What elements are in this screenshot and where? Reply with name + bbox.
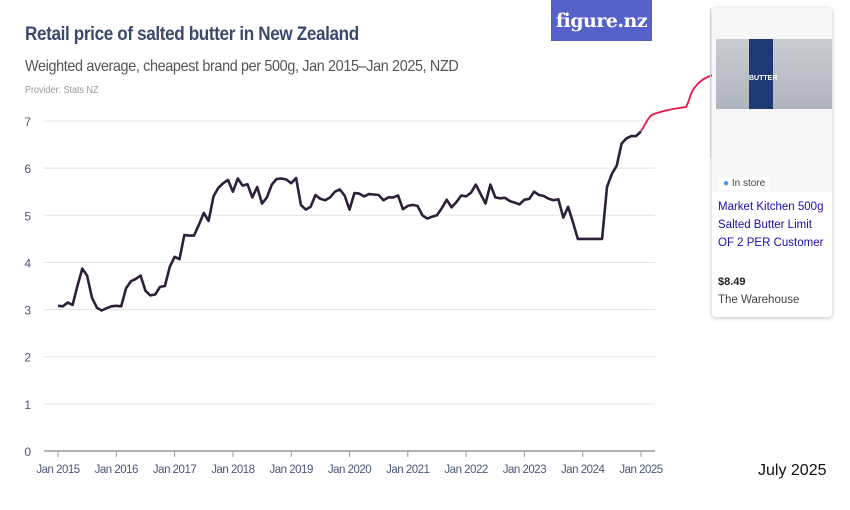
package-label: BUTTER — [749, 39, 777, 109]
price-line — [57, 130, 642, 312]
y-tick-label: 3 — [24, 304, 31, 318]
y-axis: 0 1 2 3 4 5 6 7 — [24, 115, 31, 459]
x-tick-label: Jan 2022 — [444, 464, 487, 476]
y-tick-label: 4 — [24, 256, 31, 270]
in-store-badge: ● In store — [719, 177, 770, 190]
chart-subtitle: Weighted average, cheapest brand per 500… — [25, 58, 459, 75]
y-tick-label: 2 — [24, 351, 31, 365]
x-axis: Jan 2015 Jan 2016 Jan 2017 Jan 2018 Jan 2019… — [36, 451, 663, 476]
location-pin-icon: ● — [723, 178, 730, 189]
product-store: The Warehouse — [718, 294, 800, 306]
product-name-link[interactable]: Market Kitchen 500g Salted Butter Limit … — [718, 201, 824, 249]
butter-package: BUTTER — [716, 39, 832, 109]
x-tick-label: Jan 2016 — [95, 464, 138, 476]
product-price: $8.49 — [718, 276, 746, 288]
previous-card-edge — [706, 8, 711, 158]
y-tick-label: 0 — [24, 445, 31, 459]
y-tick-label: 1 — [24, 398, 31, 412]
x-tick-label: Jan 2018 — [211, 464, 254, 476]
x-tick-label: Jan 2015 — [36, 464, 79, 476]
x-tick-label: Jan 2025 — [619, 464, 662, 476]
x-tick-label: Jan 2017 — [153, 464, 196, 476]
provider-label: Provider: Stats NZ — [25, 85, 99, 96]
figure-nz-logo[interactable]: figure.nz — [551, 0, 652, 41]
x-tick-label: Jan 2024 — [561, 464, 605, 476]
y-tick-label: 6 — [24, 162, 31, 176]
x-tick-label: Jan 2023 — [503, 464, 546, 476]
grid — [44, 120, 655, 452]
x-tick-label: Jan 2020 — [328, 464, 371, 476]
y-tick-label: 5 — [24, 209, 31, 223]
date-stamp: July 2025 — [758, 462, 827, 479]
product-card[interactable]: BUTTER ● In store Market Kitchen 500g Sa… — [712, 8, 832, 317]
x-tick-label: Jan 2021 — [386, 464, 429, 476]
x-tick-label: Jan 2019 — [270, 464, 313, 476]
badge-label: In store — [731, 178, 766, 189]
chart-title: Retail price of salted butter in New Zea… — [25, 24, 359, 45]
y-tick-label: 7 — [24, 115, 31, 129]
product-image[interactable]: BUTTER — [712, 8, 832, 192]
